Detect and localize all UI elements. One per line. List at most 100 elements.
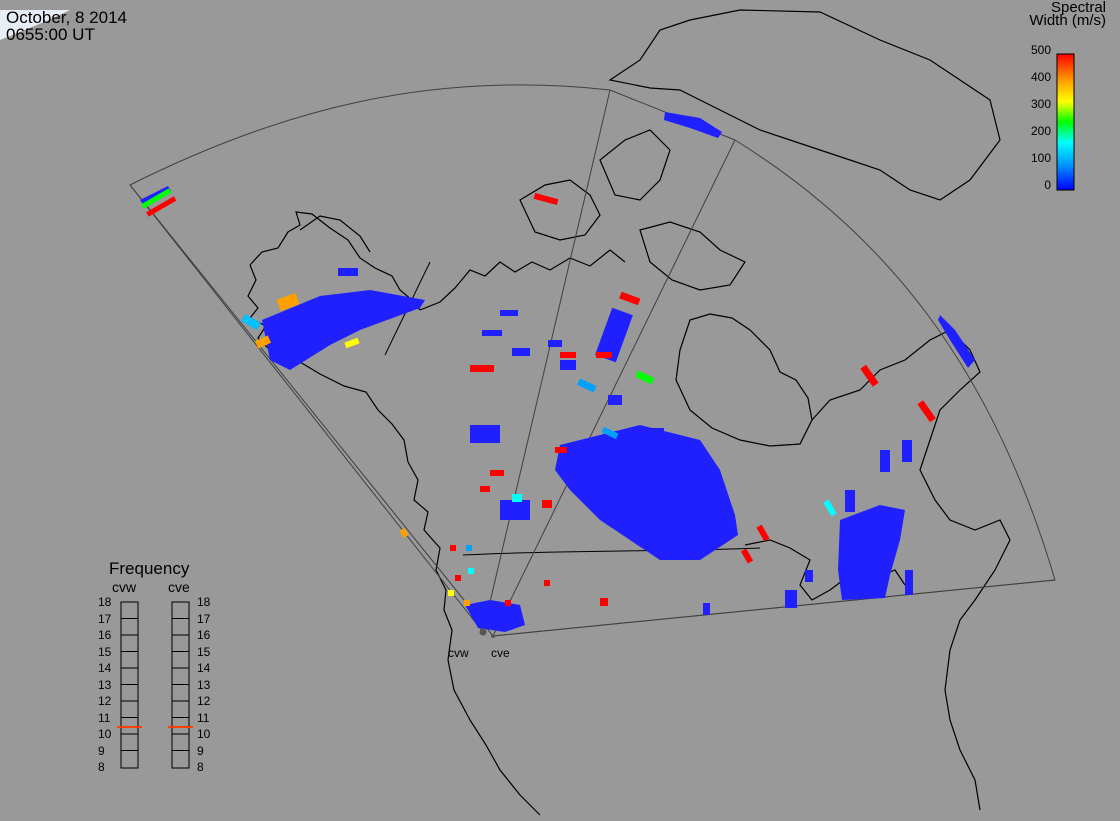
scatter-cell bbox=[470, 425, 500, 443]
colorbar-title-line1: Spectral bbox=[1050, 0, 1106, 16]
scatter-cell bbox=[805, 570, 813, 582]
frequency-tick-right: 9 bbox=[197, 743, 204, 758]
alaska-north bbox=[299, 215, 371, 253]
scatter-cell bbox=[595, 307, 633, 363]
colorbar-title-line2: Width (m/s) bbox=[1029, 12, 1106, 29]
scatter-cell-red bbox=[533, 192, 559, 206]
scatter-cell bbox=[338, 268, 358, 276]
scatter-cell bbox=[785, 590, 797, 608]
scatter-cell-red bbox=[544, 580, 550, 586]
scatter-cell-red bbox=[455, 575, 461, 581]
scatter-cell-red bbox=[740, 548, 754, 564]
frequency-tick-left: 18 bbox=[98, 595, 112, 609]
cvw-left-edge bbox=[129, 184, 484, 633]
baffin-island bbox=[639, 221, 746, 291]
freq-gridlines bbox=[121, 618, 189, 751]
scatter-cell-green bbox=[635, 370, 655, 385]
colorbar-tick: 100 bbox=[1030, 151, 1051, 165]
colorbar-tick: 0 bbox=[1044, 178, 1051, 192]
alaska-coast bbox=[249, 211, 421, 311]
scatter-cell bbox=[560, 360, 576, 370]
cvw-right-edge bbox=[482, 89, 611, 633]
scatter-cell bbox=[608, 395, 622, 405]
scatter-labrador bbox=[938, 315, 975, 368]
scatter-cell-red bbox=[619, 291, 641, 306]
scatter-cell-red bbox=[542, 500, 552, 508]
scatter-cell-red bbox=[600, 598, 608, 606]
frequency-tick-right: 13 bbox=[197, 677, 211, 692]
scatter-cell-red bbox=[756, 524, 770, 542]
colorbar-tick: 500 bbox=[1030, 43, 1051, 57]
scatter-cell bbox=[482, 330, 502, 336]
scatter-cell-lightblue bbox=[601, 426, 619, 440]
fov-outline bbox=[129, 84, 1056, 637]
frequency-tick-left: 11 bbox=[98, 710, 111, 725]
frequency-radar-cvw: cvw bbox=[112, 579, 137, 595]
victoria-island bbox=[519, 179, 601, 241]
frequency-tick-left: 8 bbox=[98, 760, 105, 774]
cve-left-edge bbox=[492, 139, 736, 637]
frequency-tick-left: 10 bbox=[98, 727, 112, 741]
labrador-coast bbox=[811, 329, 1011, 541]
frequency-tick-right: 18 bbox=[197, 595, 211, 609]
scatter-cell-red bbox=[490, 470, 504, 476]
scatter-cell-orange bbox=[464, 600, 470, 606]
scatter-cell-orange bbox=[276, 292, 300, 312]
pacific-coast bbox=[407, 461, 541, 816]
time-label: 0655:00 UT bbox=[6, 25, 95, 44]
frequency-tick-left: 13 bbox=[98, 677, 112, 692]
scatter-cell-red bbox=[596, 352, 612, 358]
radar-site-cve bbox=[491, 634, 495, 638]
scatter-cell bbox=[902, 440, 912, 462]
scatter-cell bbox=[905, 570, 913, 595]
scatter-cell-red bbox=[917, 400, 936, 423]
scatter-great-lakes bbox=[838, 505, 905, 600]
coastlines bbox=[247, 9, 1011, 816]
scatter-cell-red bbox=[860, 364, 879, 387]
frequency-tick-right: 8 bbox=[197, 760, 204, 774]
scatter-cell-orange bbox=[399, 528, 409, 538]
atlantic-coast bbox=[944, 539, 1011, 811]
scatter-cell-lightblue bbox=[577, 378, 597, 393]
scatter-cell-red bbox=[146, 196, 177, 217]
arctic-coast bbox=[419, 249, 626, 311]
radar-fov bbox=[129, 84, 1056, 637]
scatter-cell bbox=[703, 603, 710, 615]
frequency-tick-right: 11 bbox=[197, 710, 210, 725]
frequency-tick-left: 16 bbox=[98, 628, 112, 642]
scatter-cell-red bbox=[505, 600, 511, 606]
scatter-cell bbox=[500, 500, 530, 520]
colorbar-tick: 300 bbox=[1030, 97, 1051, 111]
frequency-tick-right: 15 bbox=[197, 644, 211, 659]
scatter-cell-red bbox=[450, 545, 456, 551]
colorbar bbox=[1056, 53, 1075, 191]
frequency-tick-right: 17 bbox=[197, 611, 211, 626]
frequency-tick-left: 15 bbox=[98, 644, 112, 659]
scatter-cell-lightblue bbox=[466, 545, 472, 551]
frequency-tick-left: 9 bbox=[98, 743, 105, 758]
scatter-cell bbox=[548, 340, 562, 347]
scatter-cell-red bbox=[555, 447, 567, 453]
scatter-central-canada bbox=[555, 425, 738, 560]
scatter-cell-cyan bbox=[241, 314, 261, 330]
frequency-title: Frequency bbox=[109, 559, 190, 578]
scatter-cell-green bbox=[141, 188, 172, 209]
scatter-cell bbox=[650, 428, 664, 438]
colorbar-tick: 200 bbox=[1030, 124, 1051, 138]
scatter-cell-red bbox=[480, 486, 490, 492]
colorbar-tick: 400 bbox=[1030, 70, 1051, 84]
cve-right-edge bbox=[492, 579, 1056, 637]
radar-label-cvw: cvw bbox=[448, 646, 469, 660]
scatter-cell-red bbox=[560, 352, 576, 358]
frequency-tick-right: 16 bbox=[197, 628, 211, 642]
scatter-alaska bbox=[262, 290, 425, 370]
scatter-cell-cyan bbox=[823, 499, 837, 517]
scatter-cell-orange bbox=[254, 335, 272, 349]
scatter-cell-cyan bbox=[468, 568, 474, 574]
scatter-cell bbox=[880, 450, 890, 472]
us-canada-border bbox=[462, 547, 761, 556]
radar-site-cvw bbox=[479, 628, 487, 636]
scatter-cell bbox=[512, 348, 530, 356]
scatter-cell-cyan bbox=[512, 494, 522, 502]
